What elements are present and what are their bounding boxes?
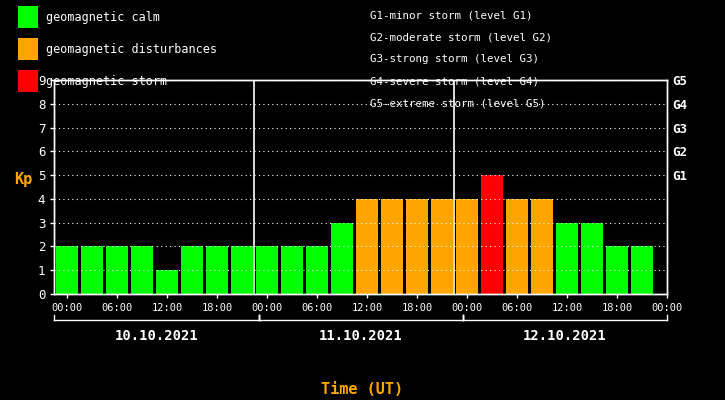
Bar (531, 199, 552, 294)
Bar (57, 246, 78, 294)
Text: G4-severe storm (level G4): G4-severe storm (level G4) (370, 76, 539, 86)
Text: 12.10.2021: 12.10.2021 (523, 329, 607, 343)
Text: 11.10.2021: 11.10.2021 (319, 329, 402, 343)
Text: geomagnetic storm: geomagnetic storm (46, 74, 167, 88)
Bar (281, 246, 302, 294)
Bar (381, 199, 402, 294)
Text: 10.10.2021: 10.10.2021 (115, 329, 199, 343)
Bar (81, 246, 102, 294)
Text: Time (UT): Time (UT) (321, 382, 404, 398)
Text: G2-moderate storm (level G2): G2-moderate storm (level G2) (370, 32, 552, 42)
Text: geomagnetic disturbances: geomagnetic disturbances (46, 42, 217, 56)
Bar (331, 223, 352, 294)
Bar (431, 199, 452, 294)
Bar (306, 246, 328, 294)
Bar (231, 246, 252, 294)
Bar (406, 199, 428, 294)
Bar (506, 199, 528, 294)
Bar (631, 246, 652, 294)
Text: G3-strong storm (level G3): G3-strong storm (level G3) (370, 54, 539, 64)
Text: geomagnetic calm: geomagnetic calm (46, 10, 160, 24)
Bar (181, 246, 202, 294)
Text: G1-minor storm (level G1): G1-minor storm (level G1) (370, 10, 532, 20)
Bar (356, 199, 378, 294)
Bar (257, 246, 278, 294)
Bar (606, 246, 628, 294)
Bar (481, 175, 502, 294)
Bar (456, 199, 478, 294)
Bar (207, 246, 228, 294)
Text: G5-extreme storm (level G5): G5-extreme storm (level G5) (370, 98, 545, 108)
Y-axis label: Kp: Kp (14, 172, 33, 187)
Bar (107, 246, 128, 294)
Bar (131, 246, 152, 294)
Bar (581, 223, 602, 294)
Bar (157, 270, 178, 294)
Bar (556, 223, 578, 294)
